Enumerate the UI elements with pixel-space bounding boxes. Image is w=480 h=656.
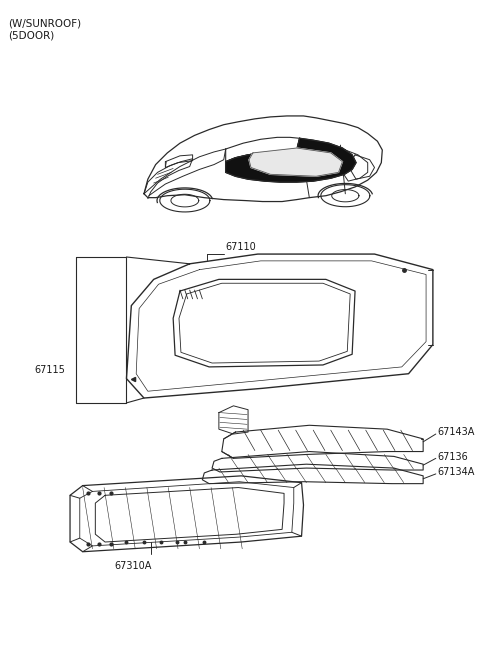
Text: 67143A: 67143A	[438, 427, 475, 437]
Text: 67310A: 67310A	[115, 562, 152, 571]
Text: (5DOOR): (5DOOR)	[8, 30, 54, 40]
Polygon shape	[226, 138, 356, 182]
Text: 67110: 67110	[226, 242, 256, 252]
Text: 67136: 67136	[438, 453, 468, 462]
Text: 67115: 67115	[34, 365, 65, 375]
Polygon shape	[249, 148, 342, 176]
Text: (W/SUNROOF): (W/SUNROOF)	[8, 18, 81, 29]
Text: 67134A: 67134A	[438, 467, 475, 477]
